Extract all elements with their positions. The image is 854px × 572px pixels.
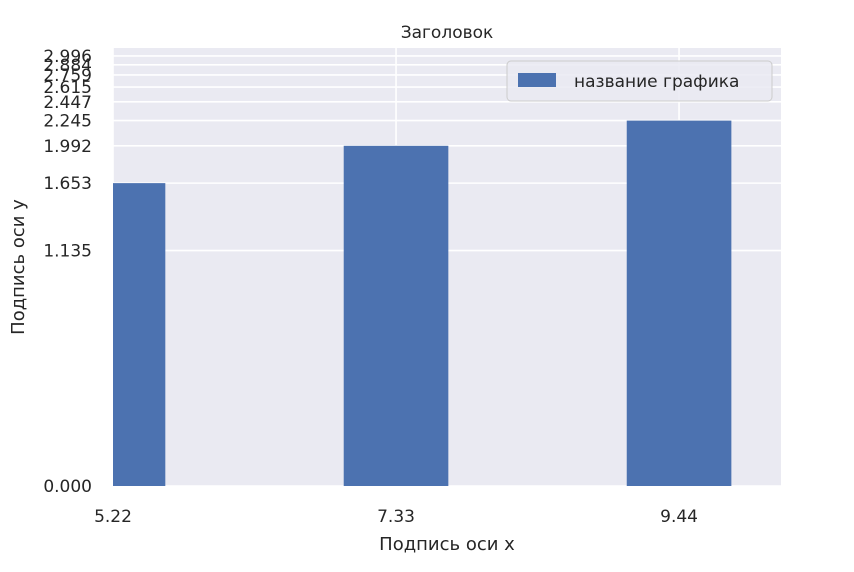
legend-label: название графика xyxy=(574,72,739,92)
y-axis-label: Подпись оси y xyxy=(8,199,29,335)
bar xyxy=(626,120,732,486)
x-axis-label: Подпись оси x xyxy=(379,534,515,555)
y-tick-label: 0.000 xyxy=(43,477,92,497)
x-tick-label: 7.33 xyxy=(377,507,415,527)
y-tick-label: 1.992 xyxy=(43,137,92,157)
x-tick-label: 5.22 xyxy=(94,507,132,527)
legend-box xyxy=(506,60,773,102)
y-tick-label: 1.653 xyxy=(43,174,92,194)
y-tick-label: 2.996 xyxy=(43,47,92,67)
chart-title: Заголовок xyxy=(401,23,494,43)
y-tick-label: 2.884 xyxy=(43,56,92,76)
legend: название графика xyxy=(506,60,773,102)
y-tick-label: 2.245 xyxy=(43,112,92,132)
y-axis-ticks: 0.000 1.135 1.653 1.992 2.2452.4472.6152.759… xyxy=(43,47,92,497)
legend-swatch xyxy=(518,73,556,87)
bar xyxy=(343,145,449,486)
bars xyxy=(113,120,732,486)
x-axis-ticks: 5.22 7.33 9.44 xyxy=(94,507,698,527)
y-tick-label: 2.759 xyxy=(43,66,92,86)
y-tick-label: 1.135 xyxy=(43,242,92,262)
y-tick-label: 2.615 xyxy=(43,78,92,98)
bar xyxy=(113,183,166,486)
x-tick-label: 9.44 xyxy=(660,507,698,527)
y-tick-label: 2.447 xyxy=(43,93,92,113)
